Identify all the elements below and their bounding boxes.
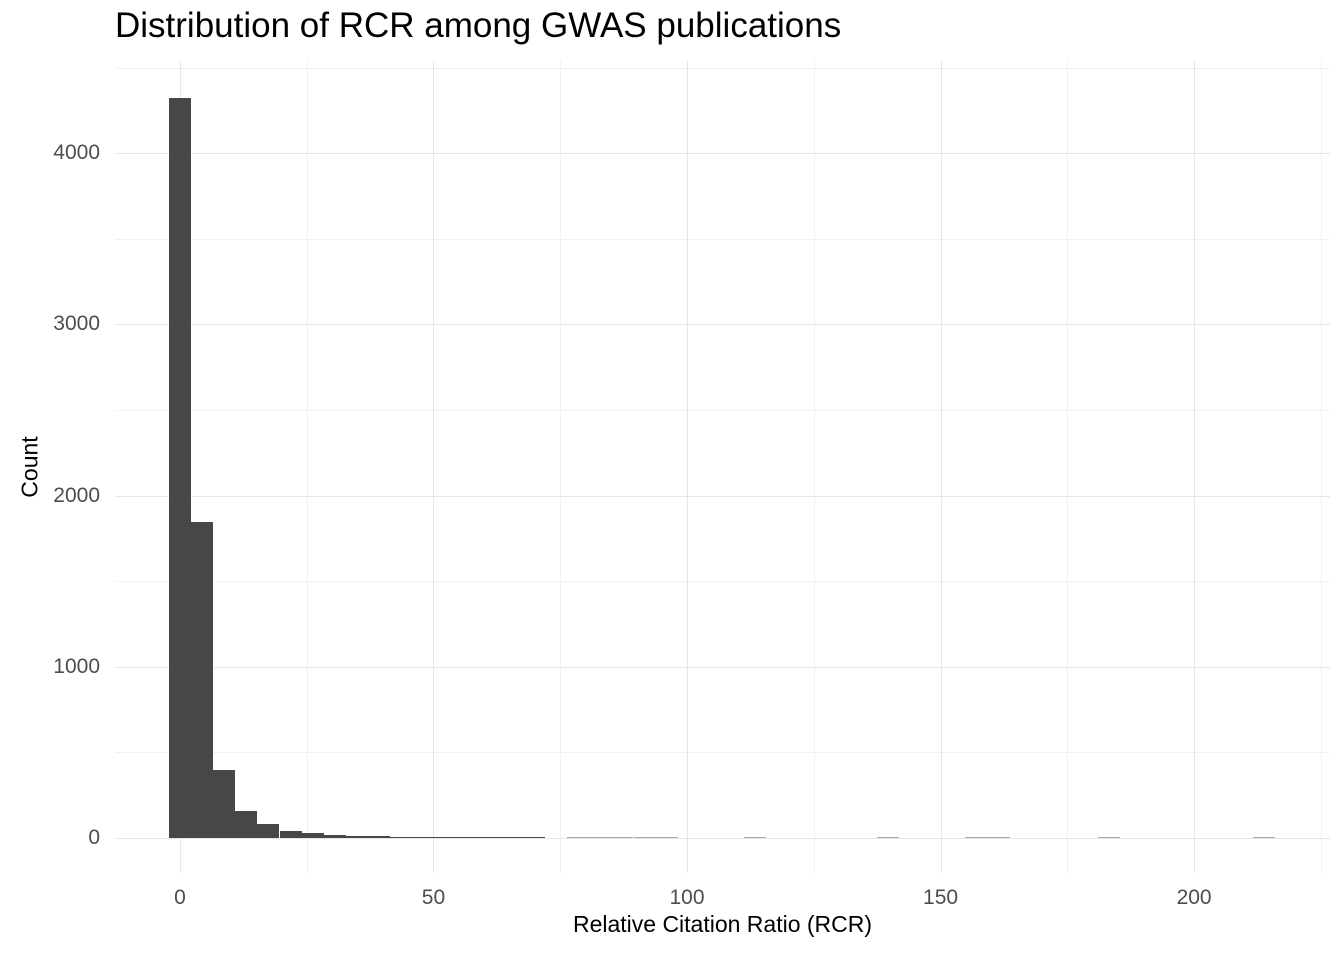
- histogram-bar: [522, 836, 545, 839]
- histogram-bar: [367, 836, 391, 839]
- histogram-bar: [567, 836, 590, 839]
- y-tick-label: 2000: [53, 483, 100, 507]
- histogram-bar: [744, 836, 767, 839]
- histogram-bar: [190, 522, 214, 839]
- histogram-bar: [633, 836, 656, 839]
- x-tick-label: 150: [923, 886, 959, 909]
- y-gridline-major: [115, 324, 1330, 326]
- histogram-bar: [655, 836, 678, 839]
- histogram-bar: [500, 836, 523, 839]
- x-gridline-major: [433, 61, 435, 873]
- histogram-bar: [345, 835, 368, 839]
- y-gridline-major: [115, 838, 1330, 840]
- histogram-bar: [589, 836, 612, 839]
- histogram-bar: [434, 836, 457, 839]
- histogram-bar: [456, 836, 479, 839]
- x-gridline-minor: [813, 61, 815, 873]
- histogram-bar: [412, 836, 435, 839]
- chart-title: Distribution of RCR among GWAS publicati…: [115, 6, 842, 45]
- y-gridline-major: [115, 153, 1330, 155]
- y-gridline-minor: [115, 67, 1330, 69]
- x-tick-label: 0: [174, 886, 186, 909]
- histogram-bar: [611, 836, 634, 839]
- y-gridline-major: [115, 666, 1330, 668]
- histogram-bar: [965, 836, 988, 839]
- histogram-bar: [301, 833, 324, 839]
- x-axis-title: Relative Citation Ratio (RCR): [572, 911, 873, 937]
- histogram-bar: [1252, 836, 1276, 839]
- histogram-bar: [257, 824, 280, 839]
- histogram-bar: [279, 830, 302, 839]
- y-tick-label: 3000: [53, 312, 100, 336]
- x-tick-label: 100: [669, 886, 705, 909]
- y-tick-label: 0: [88, 826, 100, 850]
- histogram-bar: [1098, 836, 1121, 839]
- x-gridline-major: [687, 61, 688, 873]
- x-gridline-major: [940, 61, 942, 873]
- plot-panel: [115, 61, 1330, 873]
- histogram-bar: [235, 811, 258, 839]
- x-gridline-major: [1194, 61, 1196, 873]
- x-gridline-minor: [560, 61, 562, 873]
- x-gridline-minor: [1320, 61, 1322, 873]
- x-gridline-minor: [1067, 61, 1069, 873]
- histogram-bar: [168, 98, 191, 839]
- y-gridline-minor: [115, 581, 1330, 583]
- histogram-bar: [876, 836, 899, 839]
- histogram-bar: [213, 769, 236, 839]
- y-tick-label: 4000: [53, 141, 100, 165]
- x-gridline-minor: [306, 61, 308, 873]
- histogram-bar: [390, 836, 413, 839]
- y-gridline-minor: [115, 410, 1330, 412]
- y-tick-label: 1000: [53, 654, 100, 678]
- x-tick-label: 200: [1176, 886, 1212, 909]
- histogram-bar: [478, 836, 501, 839]
- histogram-bar: [987, 836, 1010, 839]
- y-gridline-minor: [115, 752, 1330, 754]
- y-gridline-major: [115, 495, 1330, 497]
- x-tick-label: 50: [421, 886, 446, 909]
- y-gridline-minor: [115, 238, 1330, 240]
- histogram-bar: [323, 834, 346, 839]
